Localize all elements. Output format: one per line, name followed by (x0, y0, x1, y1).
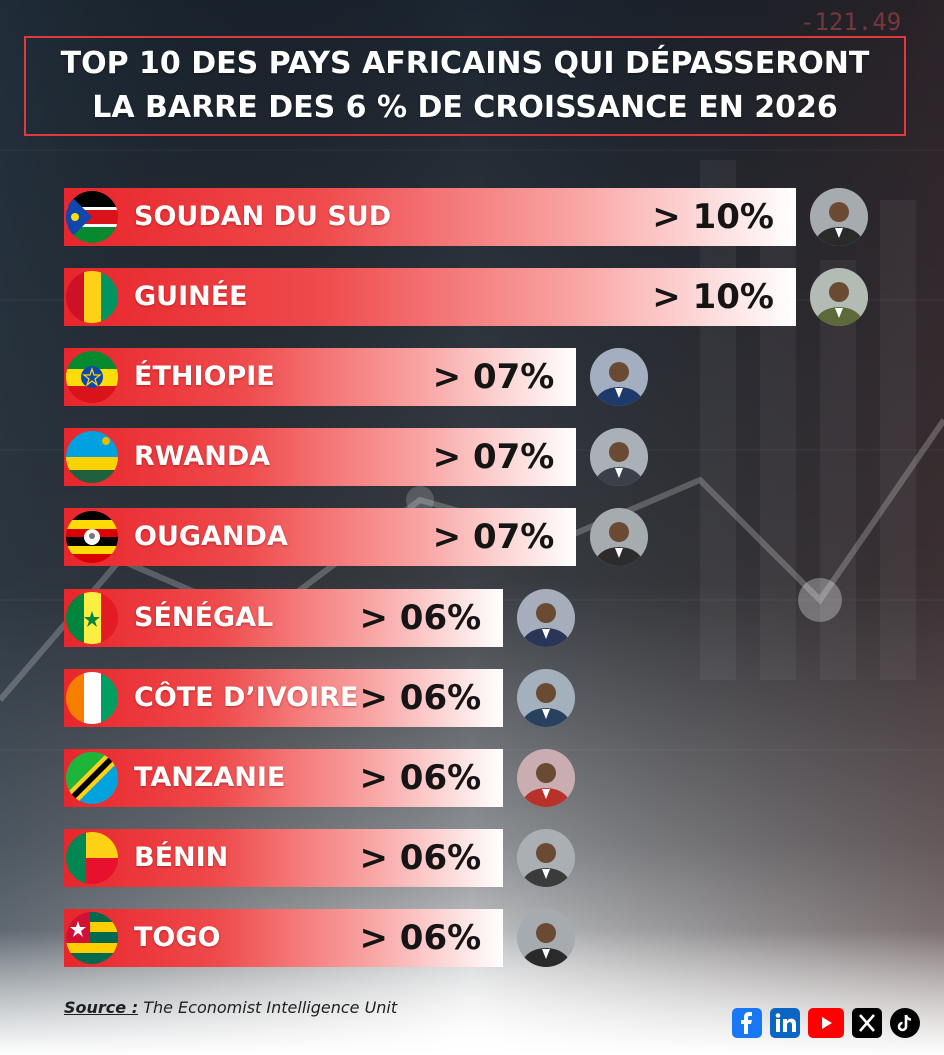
data-label: > 06% (359, 757, 482, 798)
category-label: TANZANIE (134, 761, 286, 793)
leader-avatar (517, 588, 576, 651)
chart-row: TANZANIE > 06% (64, 748, 583, 808)
chart-row: SOUDAN DU SUD > 10% (64, 188, 876, 246)
benin-flag-icon (66, 831, 118, 888)
leader-avatar (590, 348, 649, 410)
tanzania-flag-icon (66, 751, 118, 808)
source-label: Source : (64, 998, 139, 1017)
leader-avatar (590, 508, 649, 570)
chart-row: TOGO > 06% (64, 908, 583, 968)
data-label: > 07% (432, 357, 555, 398)
bar: TOGO > 06% (64, 908, 504, 968)
chart-row: SÉNÉGAL > 06% (64, 588, 583, 648)
category-label: BÉNIN (134, 841, 229, 873)
bar: RWANDA > 07% (64, 428, 577, 487)
leader-avatar (590, 428, 649, 490)
data-label: > 10% (652, 277, 774, 318)
bar: ÉTHIOPIE > 07% (64, 348, 577, 407)
togo-flag-icon (66, 911, 118, 968)
linkedin-icon[interactable] (770, 1008, 800, 1038)
bar: SOUDAN DU SUD > 10% (64, 188, 796, 246)
page-title-line-2: LA BARRE DES 6 % DE CROISSANCE EN 2026 (92, 90, 838, 125)
source-text: The Economist Intelligence Unit (143, 998, 398, 1017)
data-label: > 06% (359, 597, 482, 638)
category-label: OUGANDA (134, 521, 288, 553)
category-label: RWANDA (134, 441, 271, 473)
leader-avatar (517, 668, 576, 731)
data-label: > 06% (359, 677, 482, 718)
rwanda-flag-icon (66, 431, 118, 487)
tiktok-icon[interactable] (890, 1008, 920, 1038)
chart-row: BÉNIN > 06% (64, 828, 583, 888)
data-label: > 06% (359, 917, 482, 958)
chart-row: GUINÉE > 10% (64, 268, 876, 327)
leader-avatar (517, 908, 576, 971)
category-label: SOUDAN DU SUD (134, 201, 392, 232)
bar: TANZANIE > 06% (64, 748, 504, 808)
leader-avatar (810, 268, 868, 330)
senegal-flag-icon (66, 591, 118, 648)
chart-row: CÔTE D’IVOIRE > 06% (64, 668, 583, 728)
guinea-flag-icon (66, 271, 118, 327)
category-label: ÉTHIOPIE (134, 361, 275, 393)
bar: BÉNIN > 06% (64, 828, 504, 888)
data-label: > 07% (432, 517, 555, 558)
category-label: CÔTE D’IVOIRE (134, 681, 359, 713)
leader-avatar (810, 188, 868, 250)
data-label: > 10% (652, 197, 774, 237)
leader-avatar (517, 748, 576, 811)
title-box: TOP 10 DES PAYS AFRICAINS QUI DÉPASSERON… (24, 36, 906, 136)
cote-divoire-flag-icon (66, 671, 118, 728)
bar: SÉNÉGAL > 06% (64, 588, 504, 648)
youtube-icon[interactable] (808, 1008, 844, 1038)
ethiopia-flag-icon (66, 351, 118, 407)
bar: GUINÉE > 10% (64, 268, 796, 327)
bar: CÔTE D’IVOIRE > 06% (64, 668, 504, 728)
category-label: SÉNÉGAL (134, 601, 274, 633)
page-title-line-1: TOP 10 DES PAYS AFRICAINS QUI DÉPASSERON… (60, 46, 870, 81)
chart-row: OUGANDA > 07% (64, 508, 656, 567)
leader-avatar (517, 828, 576, 891)
data-label: > 07% (432, 437, 555, 478)
source-note: Source : The Economist Intelligence Unit (64, 998, 397, 1017)
uganda-flag-icon (66, 511, 118, 567)
data-label: > 06% (359, 837, 482, 878)
category-label: GUINÉE (134, 281, 248, 313)
chart-row: RWANDA > 07% (64, 428, 656, 487)
south-sudan-flag-icon (66, 191, 118, 247)
ticker-text: -121.49 (800, 8, 901, 36)
x-icon[interactable] (852, 1008, 882, 1038)
bar: OUGANDA > 07% (64, 508, 577, 567)
chart-row: ÉTHIOPIE > 07% (64, 348, 656, 407)
facebook-icon[interactable] (732, 1008, 762, 1038)
category-label: TOGO (134, 921, 221, 953)
